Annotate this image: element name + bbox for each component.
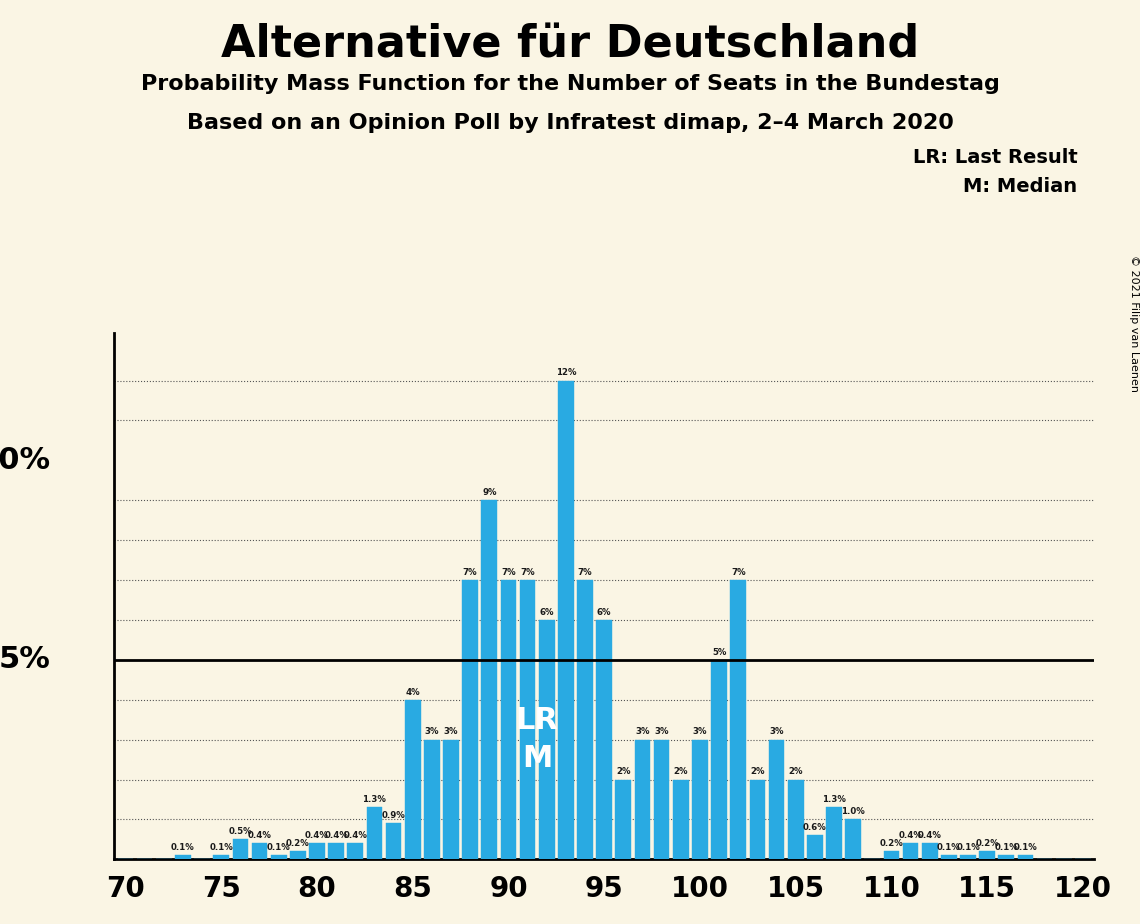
Text: 1.3%: 1.3% <box>363 796 386 804</box>
Text: 0.4%: 0.4% <box>306 832 329 840</box>
Bar <box>500 580 516 859</box>
Bar <box>768 739 784 859</box>
Text: Probability Mass Function for the Number of Seats in the Bundestag: Probability Mass Function for the Number… <box>140 74 1000 94</box>
Bar <box>999 856 1015 859</box>
Text: 0.2%: 0.2% <box>976 839 999 848</box>
Bar <box>731 580 746 859</box>
Text: 3%: 3% <box>770 727 784 736</box>
Text: 0.6%: 0.6% <box>803 823 826 833</box>
Bar <box>903 844 919 859</box>
Text: 0.1%: 0.1% <box>1013 843 1037 852</box>
Bar <box>884 851 899 859</box>
Bar <box>385 823 401 859</box>
Bar <box>692 739 708 859</box>
Bar <box>367 808 382 859</box>
Text: 6%: 6% <box>597 608 611 616</box>
Text: 0.1%: 0.1% <box>937 843 961 852</box>
Text: © 2021 Filip van Laenen: © 2021 Filip van Laenen <box>1130 255 1139 392</box>
Text: 0.1%: 0.1% <box>994 843 1018 852</box>
Bar <box>711 660 727 859</box>
Text: 6%: 6% <box>539 608 554 616</box>
Bar <box>654 739 669 859</box>
Text: 4%: 4% <box>406 687 420 697</box>
Text: 7%: 7% <box>578 568 593 577</box>
Bar <box>271 856 286 859</box>
Bar <box>616 780 632 859</box>
Text: 0.4%: 0.4% <box>247 832 271 840</box>
Text: LR: LR <box>515 706 559 735</box>
Text: 7%: 7% <box>463 568 478 577</box>
Bar <box>826 808 841 859</box>
Bar <box>290 851 306 859</box>
Bar <box>749 780 765 859</box>
Text: 2%: 2% <box>750 767 765 776</box>
Bar <box>922 844 937 859</box>
Text: 12%: 12% <box>555 369 576 377</box>
Bar <box>176 856 190 859</box>
Text: 7%: 7% <box>502 568 515 577</box>
Text: 0.1%: 0.1% <box>267 843 291 852</box>
Text: 5%: 5% <box>0 645 50 675</box>
Bar <box>481 500 497 859</box>
Bar <box>348 844 364 859</box>
Bar <box>539 620 554 859</box>
Bar <box>309 844 325 859</box>
Bar <box>788 780 804 859</box>
Bar <box>807 835 823 859</box>
Text: Based on an Opinion Poll by Infratest dimap, 2–4 March 2020: Based on an Opinion Poll by Infratest di… <box>187 113 953 133</box>
Bar <box>213 856 229 859</box>
Text: 9%: 9% <box>482 488 497 497</box>
Text: 0.9%: 0.9% <box>382 811 406 821</box>
Text: 0.4%: 0.4% <box>343 832 367 840</box>
Text: M: M <box>522 744 553 773</box>
Text: 2%: 2% <box>789 767 803 776</box>
Text: 7%: 7% <box>520 568 535 577</box>
Text: 3%: 3% <box>693 727 707 736</box>
Text: 0.4%: 0.4% <box>898 832 922 840</box>
Text: 3%: 3% <box>635 727 650 736</box>
Text: 3%: 3% <box>424 727 439 736</box>
Text: 0.4%: 0.4% <box>324 832 348 840</box>
Bar <box>424 739 440 859</box>
Text: 3%: 3% <box>443 727 458 736</box>
Bar <box>233 839 249 859</box>
Text: Alternative für Deutschland: Alternative für Deutschland <box>221 23 919 67</box>
Bar <box>577 580 593 859</box>
Bar <box>1018 856 1033 859</box>
Text: 7%: 7% <box>731 568 746 577</box>
Bar <box>940 856 956 859</box>
Bar <box>520 580 536 859</box>
Bar <box>845 820 861 859</box>
Text: LR: Last Result: LR: Last Result <box>912 148 1077 167</box>
Text: 0.2%: 0.2% <box>286 839 310 848</box>
Bar <box>559 381 573 859</box>
Text: 5%: 5% <box>711 648 726 657</box>
Bar <box>673 780 689 859</box>
Bar <box>463 580 478 859</box>
Bar <box>328 844 344 859</box>
Text: 10%: 10% <box>0 445 50 475</box>
Bar <box>960 856 976 859</box>
Bar <box>443 739 459 859</box>
Bar <box>635 739 650 859</box>
Text: 3%: 3% <box>654 727 669 736</box>
Text: 0.1%: 0.1% <box>956 843 980 852</box>
Bar <box>252 844 268 859</box>
Text: 0.4%: 0.4% <box>918 832 942 840</box>
Text: 0.1%: 0.1% <box>210 843 233 852</box>
Text: 1.3%: 1.3% <box>822 796 846 804</box>
Text: M: Median: M: Median <box>963 177 1077 197</box>
Text: 1.0%: 1.0% <box>841 808 865 816</box>
Text: 2%: 2% <box>616 767 630 776</box>
Bar <box>596 620 612 859</box>
Bar <box>405 699 421 859</box>
Bar <box>979 851 995 859</box>
Text: 0.2%: 0.2% <box>880 839 903 848</box>
Text: 0.5%: 0.5% <box>228 827 252 836</box>
Text: 2%: 2% <box>674 767 689 776</box>
Text: 0.1%: 0.1% <box>171 843 195 852</box>
